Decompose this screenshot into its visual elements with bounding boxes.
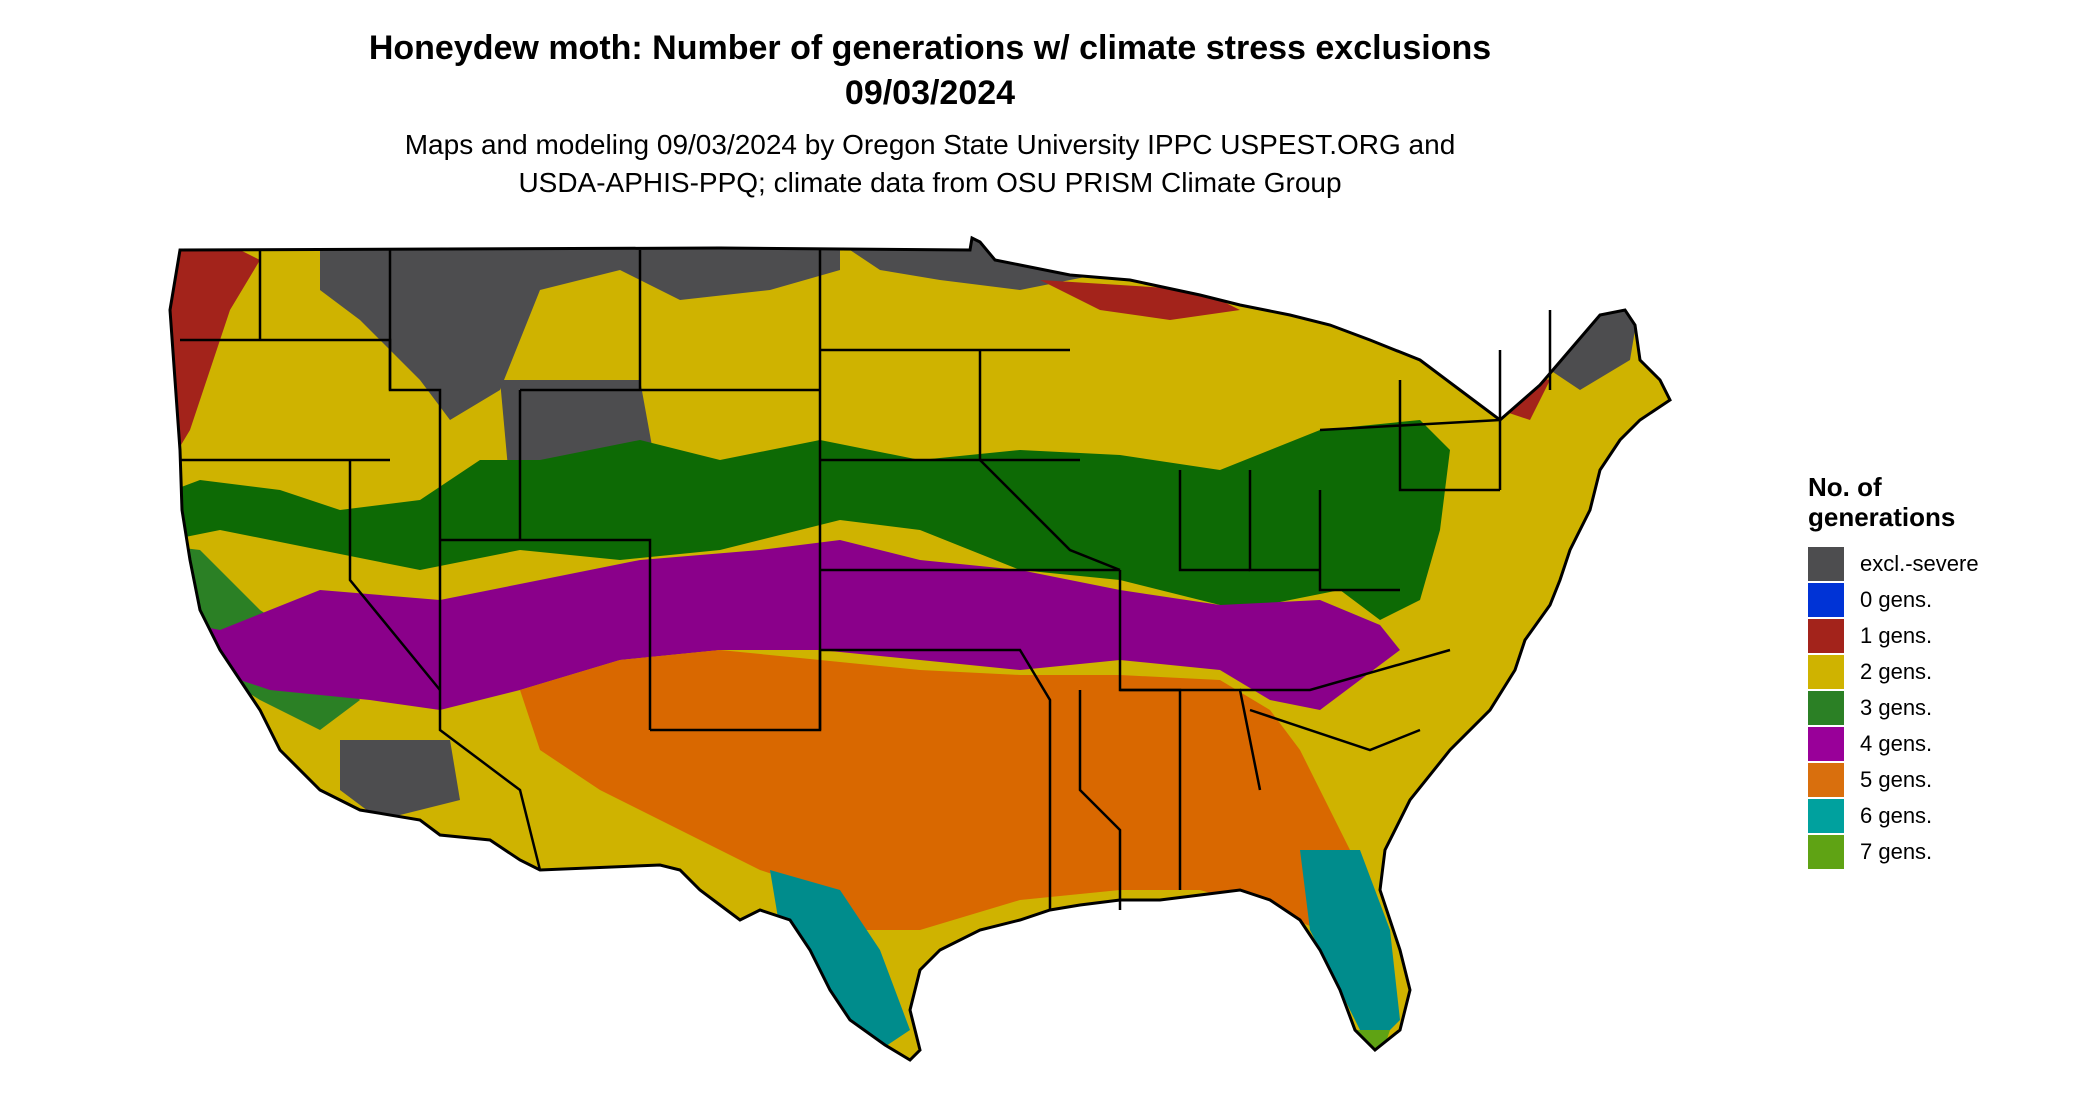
generation-zones bbox=[170, 238, 1670, 1060]
legend-label: 4 gens. bbox=[1860, 731, 1933, 756]
legend-item: 0 gens. bbox=[1808, 582, 2088, 618]
map-title: Honeydew moth: Number of generations w/ … bbox=[0, 26, 1860, 116]
legend-title: No. of generations bbox=[1808, 472, 2088, 532]
legend-title-line-2: generations bbox=[1808, 502, 1956, 532]
map-title-line-1: Honeydew moth: Number of generations w/ … bbox=[368, 29, 1492, 67]
legend-items: excl.-severe 0 gens. 1 gens. 2 gens. 3 gens.… bbox=[1808, 546, 2088, 870]
legend-swatch bbox=[1808, 763, 1844, 797]
us-outline bbox=[168, 235, 1672, 1062]
map-legend: No. of generations excl.-severe 0 gens. 1 … bbox=[1808, 472, 2088, 870]
map-title-line-2: 09/03/2024 bbox=[844, 74, 1016, 112]
legend-label: excl.-severe bbox=[1860, 551, 1979, 576]
legend-item: 4 gens. bbox=[1808, 726, 2088, 762]
legend-item: 7 gens. bbox=[1808, 834, 2088, 870]
map-subtitle: Maps and modeling 09/03/2024 by Oregon S… bbox=[0, 126, 1860, 202]
legend-item: excl.-severe bbox=[1808, 546, 2088, 582]
legend-item: 5 gens. bbox=[1808, 762, 2088, 798]
legend-label: 2 gens. bbox=[1860, 659, 1933, 684]
map-subtitle-line-2: USDA-APHIS-PPQ; climate data from OSU PR… bbox=[518, 167, 1342, 198]
legend-swatch bbox=[1808, 835, 1844, 869]
us-generations-map bbox=[168, 235, 1672, 1062]
legend-swatch bbox=[1808, 655, 1844, 689]
legend-item: 3 gens. bbox=[1808, 690, 2088, 726]
legend-label: 5 gens. bbox=[1860, 767, 1933, 792]
legend-swatch bbox=[1808, 799, 1844, 833]
legend-label: 6 gens. bbox=[1860, 803, 1933, 828]
legend-swatch bbox=[1808, 547, 1844, 581]
legend-label: 0 gens. bbox=[1860, 587, 1933, 612]
legend-swatch bbox=[1808, 583, 1844, 617]
legend-label: 7 gens. bbox=[1860, 839, 1933, 864]
legend-item: 6 gens. bbox=[1808, 798, 2088, 834]
map-subtitle-line-1: Maps and modeling 09/03/2024 by Oregon S… bbox=[404, 129, 1456, 160]
legend-swatch bbox=[1808, 727, 1844, 761]
legend-swatch bbox=[1808, 691, 1844, 725]
legend-item: 2 gens. bbox=[1808, 654, 2088, 690]
state-boundaries bbox=[180, 248, 1552, 910]
legend-label: 1 gens. bbox=[1860, 623, 1933, 648]
legend-swatch bbox=[1808, 619, 1844, 653]
legend-label: 3 gens. bbox=[1860, 695, 1933, 720]
legend-item: 1 gens. bbox=[1808, 618, 2088, 654]
legend-title-line-1: No. of bbox=[1808, 472, 1882, 502]
